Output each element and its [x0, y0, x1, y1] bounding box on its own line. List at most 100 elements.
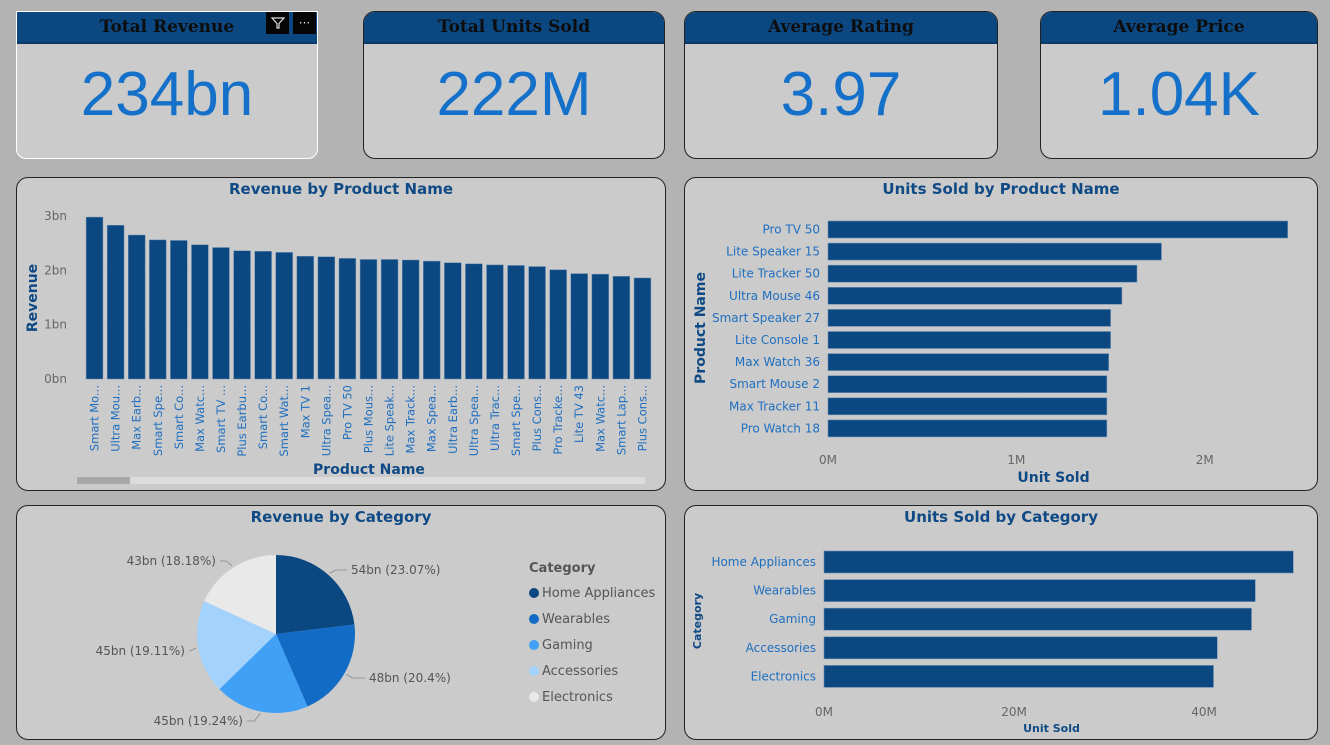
x-axis-title: Unit Sold — [1017, 470, 1089, 486]
x-tick-label: 2M — [1196, 453, 1214, 467]
data-label: 54bn (23.07%) — [351, 563, 440, 577]
legend-item[interactable]: Accessories — [529, 658, 655, 684]
kpi-title: Average Rating — [685, 12, 997, 44]
bar — [380, 259, 399, 380]
kpi-value: 234bn — [80, 60, 254, 129]
bar — [633, 277, 652, 380]
legend-item[interactable]: Home Appliances — [529, 580, 655, 606]
x-tick-label: Smart Co... — [172, 385, 186, 449]
leader-line — [346, 673, 365, 679]
bar — [827, 397, 1108, 416]
y-tick-label: Max Tracker 11 — [729, 399, 820, 413]
bar — [823, 579, 1256, 602]
units-product-bar-chart: 0M 1M 2M Pro TV 50 Lite Speaker 15 Lite Track… — [693, 213, 1288, 486]
legend-item[interactable]: Wearables — [529, 606, 655, 632]
legend-label: Wearables — [542, 611, 611, 627]
y-tick-label: 0bn — [44, 372, 67, 386]
bar — [423, 260, 441, 380]
y-axis-title: Product Name — [693, 272, 709, 384]
kpi-card-average-rating[interactable]: Average Rating 3.97 — [684, 11, 998, 159]
bar — [170, 240, 188, 380]
pie-slice — [276, 624, 355, 707]
x-tick-label: Plus Earbu... — [235, 385, 249, 457]
units-by-product-chart[interactable]: Units Sold by Product Name 0M 1M 2M Pro TV … — [684, 177, 1318, 491]
x-axis-title: Product Name — [313, 462, 425, 478]
x-tick-label: Smart Spe... — [509, 385, 523, 456]
bar — [212, 247, 230, 380]
leader-line — [247, 713, 261, 722]
x-tick-label: Lite TV 43 — [572, 385, 586, 443]
bar — [486, 264, 504, 380]
bar — [823, 607, 1252, 631]
y-tick-label: 1bn — [44, 318, 67, 332]
bar — [128, 234, 146, 380]
x-tick-label: Max Watc... — [193, 385, 207, 452]
x-tick-label: Ultra Mou... — [109, 385, 123, 452]
more-options-icon[interactable]: ··· — [293, 12, 316, 34]
y-tick-label: Home Appliances — [711, 555, 816, 569]
horizontal-scrollbar[interactable] — [77, 477, 645, 484]
y-tick-label: Lite Tracker 50 — [732, 267, 820, 281]
x-tick-label: 1M — [1007, 453, 1025, 467]
bar — [827, 375, 1108, 393]
bar — [823, 636, 1218, 660]
legend-marker — [529, 692, 539, 702]
y-tick-label: Smart Mouse 2 — [730, 377, 821, 391]
revenue-by-product-chart[interactable]: Revenue by Product Name 0bn 1bn 2bn 3bn Smar… — [16, 177, 666, 491]
y-axis-title: Revenue — [25, 264, 41, 332]
legend: Category Home Appliances Wearables Gaming A… — [529, 561, 655, 710]
x-tick-label: Pro Tracke... — [551, 385, 565, 455]
legend-marker — [529, 614, 539, 624]
y-tick-label: Electronics — [751, 669, 816, 683]
data-label: 45bn (19.24%) — [154, 714, 243, 728]
data-label: 48bn (20.4%) — [369, 671, 451, 685]
bar — [254, 251, 272, 380]
revenue-bar-chart: 0bn 1bn 2bn 3bn Smart Mo... Ultra Mou... Max E… — [25, 209, 653, 478]
bar — [612, 276, 631, 380]
x-tick-label: 0M — [819, 453, 837, 467]
kpi-card-total-units-sold[interactable]: Total Units Sold 222M — [363, 11, 665, 159]
x-tick-label: Ultra Spea... — [467, 385, 481, 456]
kpi-value: 222M — [436, 60, 592, 129]
revenue-by-category-chart[interactable]: Revenue by Category 54bn (23.07%) 48bn (2… — [16, 505, 666, 740]
bar — [465, 263, 483, 380]
legend-label: Home Appliances — [542, 585, 656, 601]
x-tick-label: Max TV 1 — [298, 385, 312, 438]
units-by-category-chart[interactable]: Units Sold by Category 0M 20M 40M Home Appl… — [684, 505, 1318, 740]
kpi-card-average-price[interactable]: Average Price 1.04K — [1040, 11, 1318, 159]
y-tick-label: Wearables — [753, 584, 816, 598]
kpi-card-total-revenue[interactable]: Total Revenue ··· 234bn — [16, 11, 318, 159]
legend-title: Category — [529, 561, 596, 576]
legend-marker — [529, 666, 539, 676]
x-tick-label: Max Watc... — [593, 385, 607, 452]
x-tick-label: Ultra Trac... — [488, 385, 502, 451]
y-axis-title: Category — [691, 593, 704, 649]
y-tick-label: Gaming — [769, 612, 816, 626]
legend-label: Electronics — [542, 689, 613, 705]
legend-label: Accessories — [542, 663, 619, 679]
bar — [591, 273, 609, 380]
leader-line — [189, 647, 197, 652]
scrollbar-thumb[interactable] — [77, 477, 130, 484]
x-tick-label: Pro TV 50 — [340, 385, 354, 440]
y-tick-label: Pro TV 50 — [763, 223, 820, 237]
kpi-value: 3.97 — [780, 60, 902, 129]
filter-icon[interactable] — [266, 12, 289, 34]
legend-marker — [529, 640, 539, 650]
bar — [275, 252, 293, 380]
legend-item[interactable]: Electronics — [529, 684, 655, 710]
leader-line — [329, 569, 347, 574]
x-tick-label: Ultra Spea... — [319, 385, 333, 456]
y-tick-label: Ultra Mouse 46 — [729, 289, 820, 303]
y-tick-label: Accessories — [746, 641, 816, 655]
pie-slice — [219, 634, 308, 713]
y-tick-label: 3bn — [44, 209, 67, 223]
legend-label: Gaming — [542, 637, 593, 653]
kpi-title: Total Units Sold — [364, 12, 664, 44]
bar — [823, 665, 1214, 688]
chart-title: Units Sold by Product Name — [882, 180, 1120, 198]
bar — [106, 224, 125, 380]
bar — [827, 419, 1108, 438]
x-tick-label: 40M — [1191, 705, 1217, 719]
legend-item[interactable]: Gaming — [529, 632, 655, 658]
